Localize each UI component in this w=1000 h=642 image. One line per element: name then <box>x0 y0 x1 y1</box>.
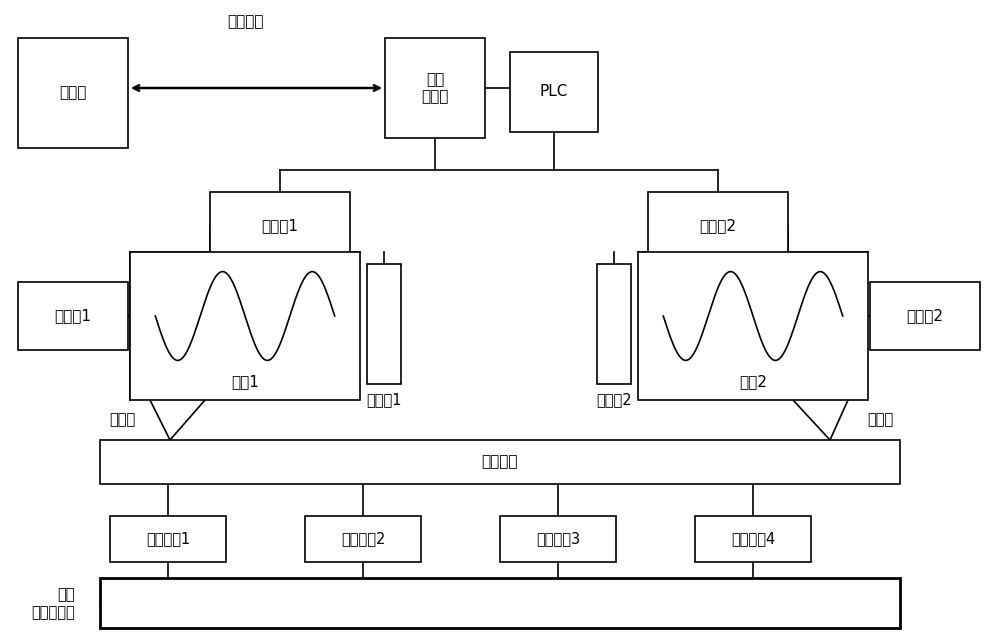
Text: 负载: 负载 <box>58 587 75 602</box>
Text: 电机1: 电机1 <box>231 374 259 390</box>
Bar <box>130 252 360 400</box>
Text: 变频器1: 变频器1 <box>262 218 298 234</box>
Text: 编码器1: 编码器1 <box>54 309 92 324</box>
Bar <box>510 52 598 132</box>
Text: 遥控器: 遥控器 <box>59 85 87 101</box>
Bar <box>367 264 401 384</box>
Text: 遥控
接收器: 遥控 接收器 <box>421 72 449 104</box>
Bar <box>110 516 226 562</box>
Bar <box>100 440 900 484</box>
Text: 钢丝绳: 钢丝绳 <box>109 413 135 428</box>
Text: 电磁吸盘3: 电磁吸盘3 <box>536 532 580 546</box>
Text: 制动器1: 制动器1 <box>366 392 402 408</box>
Bar <box>500 516 616 562</box>
Text: PLC: PLC <box>540 85 568 100</box>
Text: 钢丝绳: 钢丝绳 <box>867 413 893 428</box>
Text: 编码器2: 编码器2 <box>906 309 944 324</box>
Text: 电磁挂架: 电磁挂架 <box>482 455 518 469</box>
Text: 电磁吸盘2: 电磁吸盘2 <box>341 532 385 546</box>
Text: （长钢板）: （长钢板） <box>31 605 75 621</box>
Bar <box>695 516 811 562</box>
Text: 电磁吸盘1: 电磁吸盘1 <box>146 532 190 546</box>
Bar <box>648 192 788 260</box>
Text: 制动器2: 制动器2 <box>596 392 632 408</box>
Bar <box>18 38 128 148</box>
Text: 变频器2: 变频器2 <box>700 218 736 234</box>
Bar <box>100 578 900 628</box>
Text: 电磁吸盘4: 电磁吸盘4 <box>731 532 775 546</box>
Bar <box>210 192 350 260</box>
Text: 控制指令: 控制指令 <box>227 15 263 30</box>
Bar <box>305 516 421 562</box>
Bar <box>597 264 631 384</box>
Bar <box>18 282 128 350</box>
Text: 电机2: 电机2 <box>739 374 767 390</box>
Bar <box>638 252 868 400</box>
Bar <box>385 38 485 138</box>
Bar <box>870 282 980 350</box>
